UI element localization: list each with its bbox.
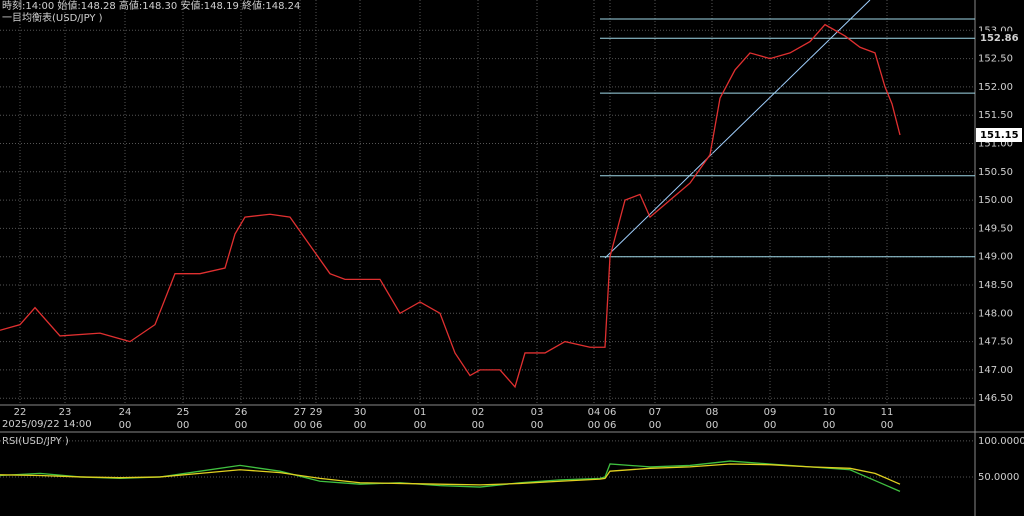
x-tick-hour-label: 00: [235, 420, 248, 431]
price-line: [0, 463, 901, 486]
price-line: [0, 23, 901, 389]
x-tick-label: 09: [764, 407, 777, 418]
x-tick-hour-label: 00: [354, 420, 367, 431]
y-tick-label: 146.50: [978, 393, 1013, 404]
y-tick-label: 148.50: [978, 280, 1013, 291]
x-tick-hour-label: 00: [414, 420, 427, 431]
x-tick-hour-label: 00: [649, 420, 662, 431]
y-tick-label: 147.50: [978, 337, 1013, 348]
x-tick-label: 30: [354, 407, 367, 418]
x-tick-hour-label: 00: [119, 420, 132, 431]
y-tick-label: 149.00: [978, 252, 1013, 263]
price-label: 152.86: [980, 33, 1019, 44]
x-tick-label: 27: [294, 407, 307, 418]
rsi-title: RSI(USD/JPY ): [2, 436, 69, 447]
x-tick-label: 23: [59, 407, 72, 418]
x-tick-label: 07: [649, 407, 662, 418]
y-tick-label: 147.00: [978, 365, 1013, 376]
y-tick-label: 150.50: [978, 167, 1013, 178]
x-tick-label: 22: [14, 407, 27, 418]
x-tick-hour-label: 06: [604, 420, 617, 431]
y-tick-label: 153.00: [978, 25, 1013, 36]
x-tick-hour-label: 00: [706, 420, 719, 431]
price-box: [976, 31, 1022, 46]
y-tick-label: 100.0000: [978, 436, 1024, 447]
x-tick-label: 10: [823, 407, 836, 418]
y-tick-label: 150.00: [978, 195, 1013, 206]
x-tick-label: 11: [881, 407, 894, 418]
price-label: 151.15: [980, 130, 1019, 141]
x-tick-hour-label: 00: [823, 420, 836, 431]
y-tick-label: 50.0000: [978, 472, 1019, 483]
x-tick-hour-label: 00: [472, 420, 485, 431]
y-tick-label: 151.50: [978, 110, 1013, 121]
x-tick-label: 24: [119, 407, 132, 418]
x-tick-hour-label: 00: [531, 420, 544, 431]
x-tick-label: 04: [588, 407, 601, 418]
x-tick-hour-label: 06: [310, 420, 323, 431]
y-tick-label: 152.50: [978, 54, 1013, 65]
y-tick-label: 149.50: [978, 223, 1013, 234]
x-tick-hour-label: 00: [881, 420, 894, 431]
x-tick-label: 29: [310, 407, 323, 418]
start-time: 2025/09/22 14:00: [2, 419, 92, 430]
x-tick-label: 08: [706, 407, 719, 418]
y-tick-label: 152.00: [978, 82, 1013, 93]
y-tick-label: 151.00: [978, 138, 1013, 149]
x-tick-hour-label: 00: [177, 420, 190, 431]
x-tick-label: 26: [235, 407, 248, 418]
x-tick-label: 25: [177, 407, 190, 418]
y-tick-label: 148.00: [978, 308, 1013, 319]
x-tick-label: 03: [531, 407, 544, 418]
x-tick-label: 02: [472, 407, 485, 418]
price-box: [976, 128, 1022, 142]
x-tick-hour-label: 00: [764, 420, 777, 431]
indicator-label: 一目均衡表(USD/JPY ): [2, 11, 103, 24]
ohlc-header: 時刻:14:00 始値:148.28 高値:148.30 安値:148.19 終…: [2, 0, 300, 12]
x-tick-label: 01: [414, 407, 427, 418]
x-tick-label: 06: [604, 407, 617, 418]
x-tick-hour-label: 00: [294, 420, 307, 431]
x-tick-hour-label: 00: [588, 420, 601, 431]
